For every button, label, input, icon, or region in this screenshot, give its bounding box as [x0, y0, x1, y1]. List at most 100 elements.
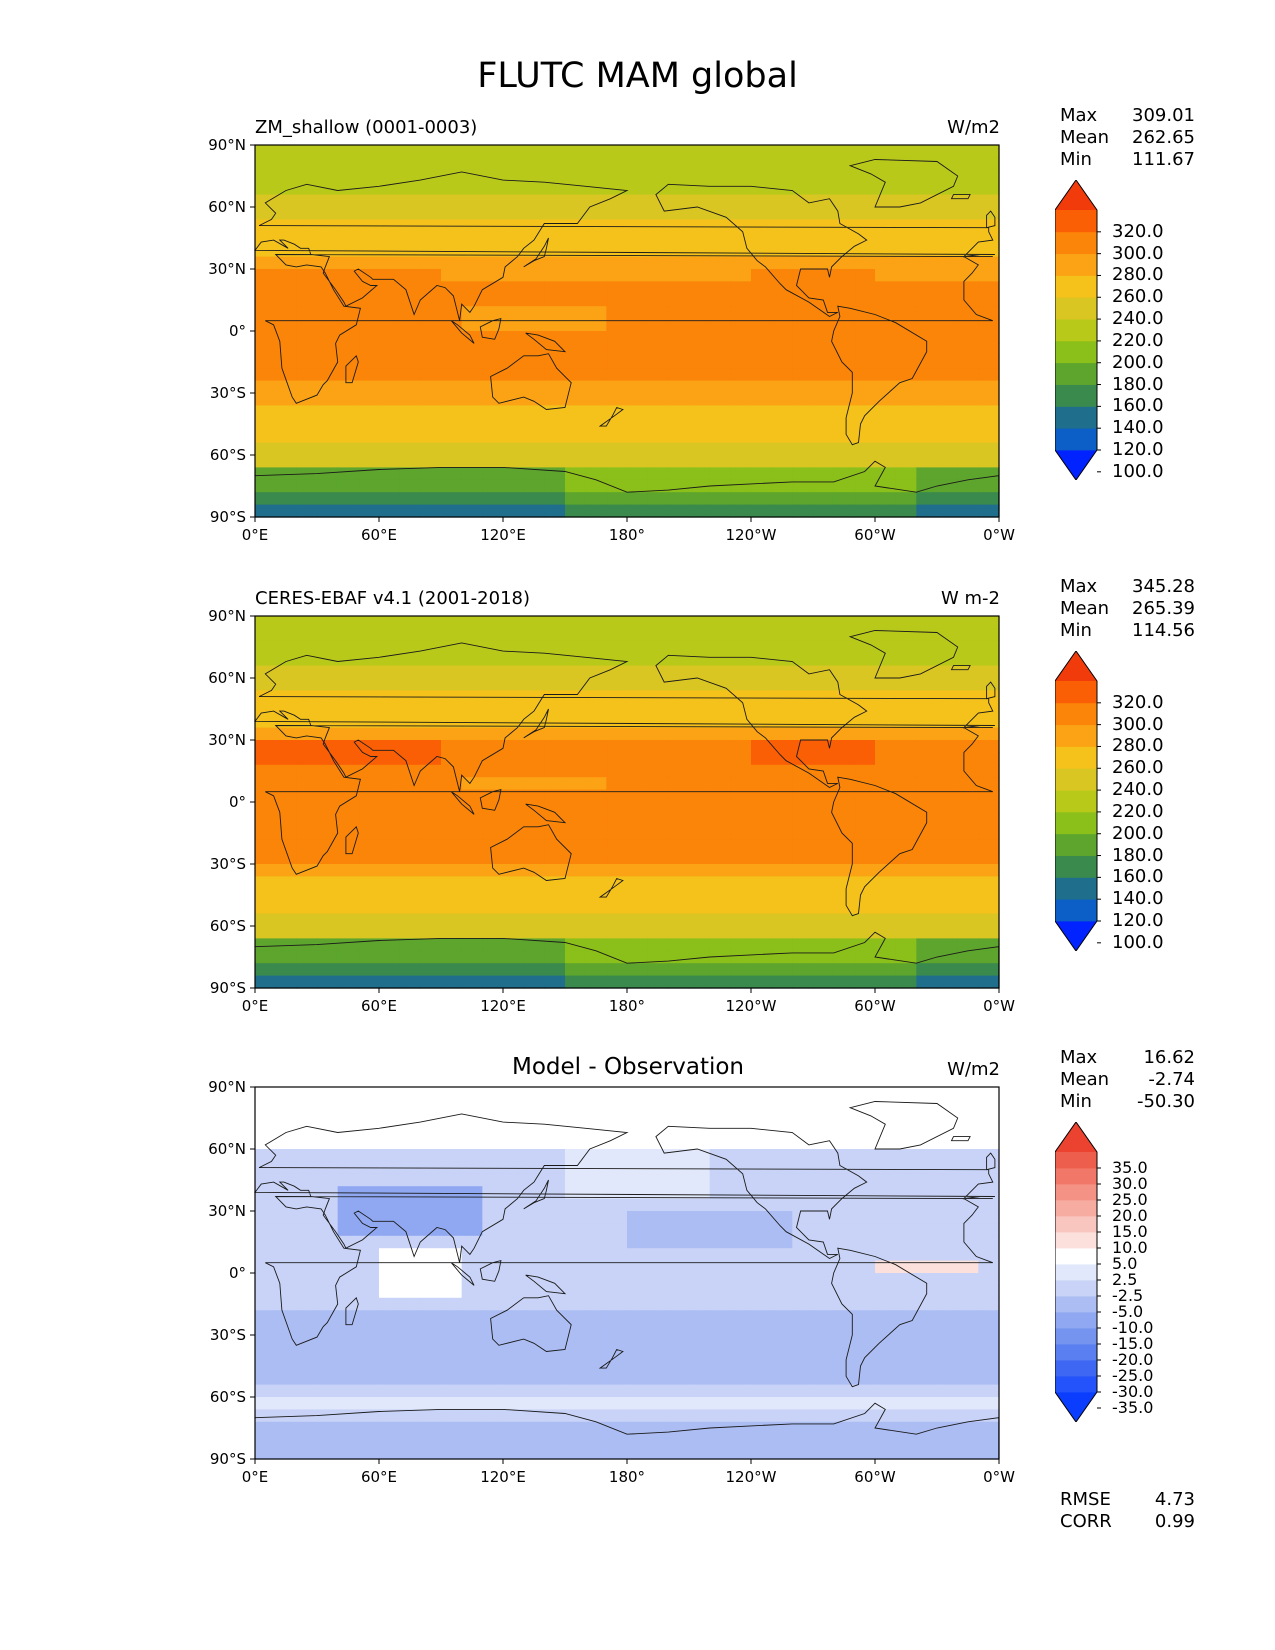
lat-tick-label: 90°N — [208, 1078, 246, 1096]
stat-min: Min -50.30 — [1060, 1091, 1195, 1112]
colorbar-extend-low — [1055, 1392, 1097, 1422]
colorbar-segment — [1055, 1376, 1097, 1393]
colorbar-segment — [1055, 1184, 1097, 1201]
coastlines — [254, 159, 1000, 518]
colorbar-segment — [1055, 1360, 1097, 1377]
colorbar-segment — [1055, 253, 1097, 276]
colorbar-segment — [1055, 1248, 1097, 1265]
colorbar-segment — [1055, 1296, 1097, 1313]
colorbar-tick-label: 100.0 — [1112, 931, 1164, 953]
lat-tick-label: 30°S — [210, 1326, 246, 1344]
stats-box: Max 345.28 Mean 265.39 Min 114.56 — [1060, 576, 1195, 642]
stat-min: Min 114.56 — [1060, 620, 1195, 641]
lon-tick-label: 180° — [609, 997, 645, 1015]
colorbar-tick-label: -5.0 — [1112, 1302, 1144, 1321]
lat-tick-label: 0° — [229, 322, 246, 340]
colorbar-segment — [1055, 1344, 1097, 1361]
colorbar-tick-label: 140.0 — [1112, 417, 1164, 439]
colorbar-tick-label: 280.0 — [1112, 735, 1164, 757]
panel-title: Model - Observation — [511, 1054, 745, 1080]
colorbar-segment — [1055, 231, 1097, 255]
colorbar-segment — [1055, 210, 1097, 233]
colorbar-segment — [1055, 724, 1097, 747]
colorbar-segment — [1055, 362, 1097, 385]
colorbar-extend-low — [1055, 450, 1097, 480]
lon-tick-label: 120°E — [480, 1468, 526, 1486]
rmse-corr-box: RMSE 4.73 CORR 0.99 — [1060, 1489, 1195, 1533]
stat-mean: Mean -2.74 — [1060, 1069, 1195, 1090]
colorbar-tick-label: 200.0 — [1112, 822, 1164, 844]
colorbar-tick-label: 280.0 — [1112, 264, 1164, 286]
colorbar-tick-label: -20.0 — [1112, 1350, 1154, 1369]
lon-tick-label: 60°E — [361, 997, 397, 1015]
colorbar-tick-label: 220.0 — [1112, 329, 1164, 351]
colorbar-tick-label: 180.0 — [1112, 844, 1164, 866]
colorbar-segment — [1055, 833, 1097, 856]
stats-box: Max 16.62 Mean -2.74 Min -50.30 — [1060, 1047, 1195, 1113]
colorbar-tick-label: 35.0 — [1112, 1158, 1148, 1177]
lon-tick-label: 0°E — [242, 1468, 269, 1486]
lat-tick-label: 60°N — [208, 198, 246, 216]
lat-tick-label: 60°S — [210, 917, 246, 935]
lat-tick-label: 60°N — [208, 669, 246, 687]
colorbar-segment — [1055, 1312, 1097, 1329]
colorbar-segment — [1055, 877, 1097, 900]
lat-tick-label: 90°N — [208, 607, 246, 625]
panel-title: CERES-EBAF v4.1 (2001-2018) — [255, 588, 531, 609]
lon-tick-label: 0°E — [242, 526, 269, 544]
lon-tick-label: 0°W — [983, 526, 1015, 544]
colorbar-tick-label: 120.0 — [1112, 910, 1164, 931]
colorbar-extend-high — [1055, 1122, 1097, 1152]
colorbar-segment — [1055, 1168, 1097, 1185]
colorbar-tick-label: 100.0 — [1112, 460, 1164, 482]
lat-tick-label: 0° — [229, 793, 246, 811]
colorbar-segment — [1055, 1200, 1097, 1217]
colorbar — [1055, 651, 1101, 951]
panel-difference: Model - Observation W/m2 90°N 60°N 30°N 0° 3… — [0, 1047, 1275, 1532]
colorbar-tick-label: -25.0 — [1112, 1366, 1154, 1385]
lat-tick-label: 90°S — [210, 508, 246, 526]
colorbar-tick-label: 200.0 — [1112, 351, 1164, 373]
colorbar-segment — [1055, 1264, 1097, 1281]
lon-tick-label: 180° — [609, 1468, 645, 1486]
lon-tick-label: 120°W — [726, 526, 777, 544]
colorbar-segment — [1055, 899, 1097, 922]
lat-tick-label: 30°S — [210, 855, 246, 873]
colorbar-segment — [1055, 1280, 1097, 1297]
lat-tick-label: 30°N — [208, 260, 246, 278]
panel-title: ZM_shallow (0001-0003) — [255, 117, 478, 138]
colorbar-segment — [1055, 811, 1097, 835]
colorbar-segment — [1055, 1232, 1097, 1249]
map-difference: 90°N 60°N 30°N 0° 30°S 60°S 90°S0°E 60°E 120°E 18… — [208, 1078, 1015, 1486]
lon-tick-label: 0°E — [242, 997, 269, 1015]
colorbar-tick-label: 15.0 — [1112, 1222, 1148, 1241]
stat-rmse: RMSE 4.73 — [1060, 1489, 1195, 1510]
map-observation: 90°N 60°N 30°N 0° 30°S 60°S 90°S0°E 60°E 120°E 18… — [208, 607, 1015, 1015]
lat-tick-label: 30°N — [208, 1202, 246, 1220]
colorbar-tick-label: 160.0 — [1112, 866, 1164, 888]
lat-tick-label: 0° — [229, 1264, 246, 1282]
colorbar-segment — [1055, 384, 1097, 407]
lon-tick-label: 60°W — [854, 997, 896, 1015]
stat-mean: Mean 262.65 — [1060, 127, 1195, 148]
colorbar-segment — [1055, 681, 1097, 704]
colorbar-segment — [1055, 275, 1097, 298]
colorbar-tick-label: 320.0 — [1112, 220, 1164, 242]
stat-min: Min 111.67 — [1060, 149, 1195, 170]
panel-units: W/m2 — [947, 117, 1000, 138]
stat-max: Max 345.28 — [1060, 576, 1195, 597]
panel-units: W/m2 — [947, 1059, 1000, 1080]
colorbar-tick-label: 5.0 — [1112, 1254, 1138, 1273]
lon-tick-label: 60°W — [854, 526, 896, 544]
colorbar-segment — [1055, 855, 1097, 878]
lat-tick-label: 90°N — [208, 136, 246, 154]
colorbar-tick-label: 240.0 — [1112, 779, 1164, 801]
colorbar — [1055, 1122, 1101, 1422]
lon-tick-label: 180° — [609, 526, 645, 544]
colorbar-tick-label: 220.0 — [1112, 800, 1164, 822]
colorbar-extend-low — [1055, 921, 1097, 951]
colorbar-tick-label: 20.0 — [1112, 1206, 1148, 1225]
coastlines — [254, 630, 1000, 989]
panel-model: ZM_shallow (0001-0003) W/m2 90°N 60°N 30°N… — [0, 105, 1275, 587]
lat-tick-label: 30°S — [210, 384, 246, 402]
